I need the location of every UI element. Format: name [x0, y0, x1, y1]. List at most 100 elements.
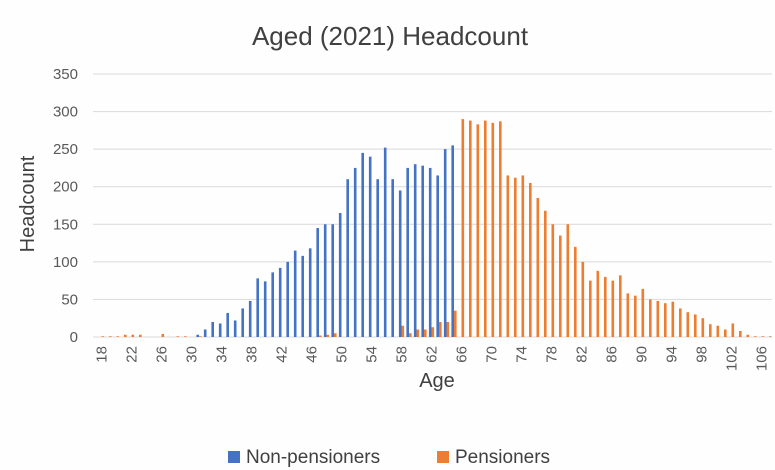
y-tick-label: 300: [53, 104, 78, 121]
bar: [383, 147, 387, 337]
bar: [454, 310, 457, 337]
bar: [326, 334, 330, 337]
bar: [536, 197, 540, 337]
bar: [679, 308, 682, 337]
x-tick-label: 50: [334, 346, 351, 363]
bar: [413, 164, 417, 337]
bar: [611, 280, 615, 337]
x-tick-label: 54: [364, 346, 381, 363]
bar: [338, 213, 342, 337]
bar: [424, 329, 427, 337]
bar: [731, 323, 735, 337]
bar: [263, 281, 267, 337]
bar: [461, 119, 465, 337]
bar: [589, 280, 592, 337]
bar: [346, 179, 349, 337]
bar: [769, 336, 772, 337]
gridlines: [93, 73, 772, 338]
y-tick-label: 50: [61, 291, 78, 308]
bar: [484, 120, 487, 337]
legend: Non-pensioners Pensioners: [228, 447, 550, 468]
x-tick-label: 18: [94, 346, 111, 363]
bar: [196, 334, 199, 337]
legend-swatch: [228, 451, 240, 463]
x-tick-label: 26: [154, 346, 171, 363]
bar: [521, 175, 525, 337]
bar: [203, 329, 207, 337]
x-tick-label: 66: [454, 346, 471, 363]
bar: [409, 333, 412, 337]
y-tick-label: 0: [70, 329, 78, 346]
x-tick-label: 74: [514, 346, 531, 363]
x-tick-label: 38: [244, 346, 261, 363]
bar: [286, 261, 289, 337]
bar: [641, 288, 645, 337]
bars: [101, 119, 772, 337]
bar: [428, 167, 432, 337]
bar: [626, 293, 630, 337]
legend-label: Non-pensioners: [246, 447, 380, 468]
bar: [436, 175, 439, 337]
bar: [248, 300, 252, 337]
y-tick-label: 350: [53, 66, 78, 83]
bar: [544, 210, 547, 337]
bar: [218, 323, 222, 337]
bar: [376, 179, 379, 337]
bar: [443, 149, 447, 337]
x-tick-label: 86: [604, 346, 621, 363]
bar: [709, 324, 712, 337]
bar: [634, 295, 637, 337]
bar: [334, 333, 337, 337]
bar: [439, 321, 442, 337]
bar: [746, 334, 750, 337]
bar: [671, 301, 675, 337]
bar: [421, 165, 424, 337]
bar: [514, 177, 517, 337]
y-tick-label: 150: [53, 216, 78, 233]
bar: [451, 145, 454, 337]
bar: [391, 179, 394, 337]
y-tick-label: 100: [53, 254, 78, 271]
y-axis-title: Headcount: [17, 155, 39, 252]
bar: [116, 336, 120, 337]
x-tick-label: 34: [214, 346, 231, 363]
bar: [469, 120, 472, 337]
bar: [416, 329, 420, 337]
bar: [139, 334, 142, 337]
bar: [368, 156, 372, 337]
bar: [109, 336, 112, 337]
bar: [211, 321, 214, 337]
bar: [754, 336, 757, 337]
bar: [293, 250, 297, 337]
bar: [446, 321, 450, 337]
x-tick-label: 106: [754, 346, 771, 371]
bar: [398, 190, 402, 337]
bar: [101, 336, 105, 337]
bar: [529, 182, 532, 337]
x-axis-title: Age: [419, 370, 455, 392]
bar: [176, 336, 180, 337]
bar: [319, 335, 322, 337]
bar: [664, 303, 667, 337]
bar: [184, 336, 187, 337]
bar: [559, 235, 562, 337]
bar: [233, 320, 237, 337]
bar: [199, 336, 202, 337]
bar: [131, 334, 135, 337]
bar: [574, 246, 577, 337]
bar: [161, 333, 165, 337]
x-tick-label: 94: [664, 346, 681, 363]
bar: [619, 275, 622, 337]
bar: [491, 122, 495, 337]
bar: [694, 314, 697, 337]
bar: [316, 228, 319, 337]
y-tick-label: 250: [53, 141, 78, 158]
bar: [323, 224, 327, 337]
bar: [476, 124, 480, 337]
bar: [241, 308, 244, 337]
x-tick-label: 58: [394, 346, 411, 363]
bar: [361, 152, 364, 337]
bar: [739, 330, 742, 337]
